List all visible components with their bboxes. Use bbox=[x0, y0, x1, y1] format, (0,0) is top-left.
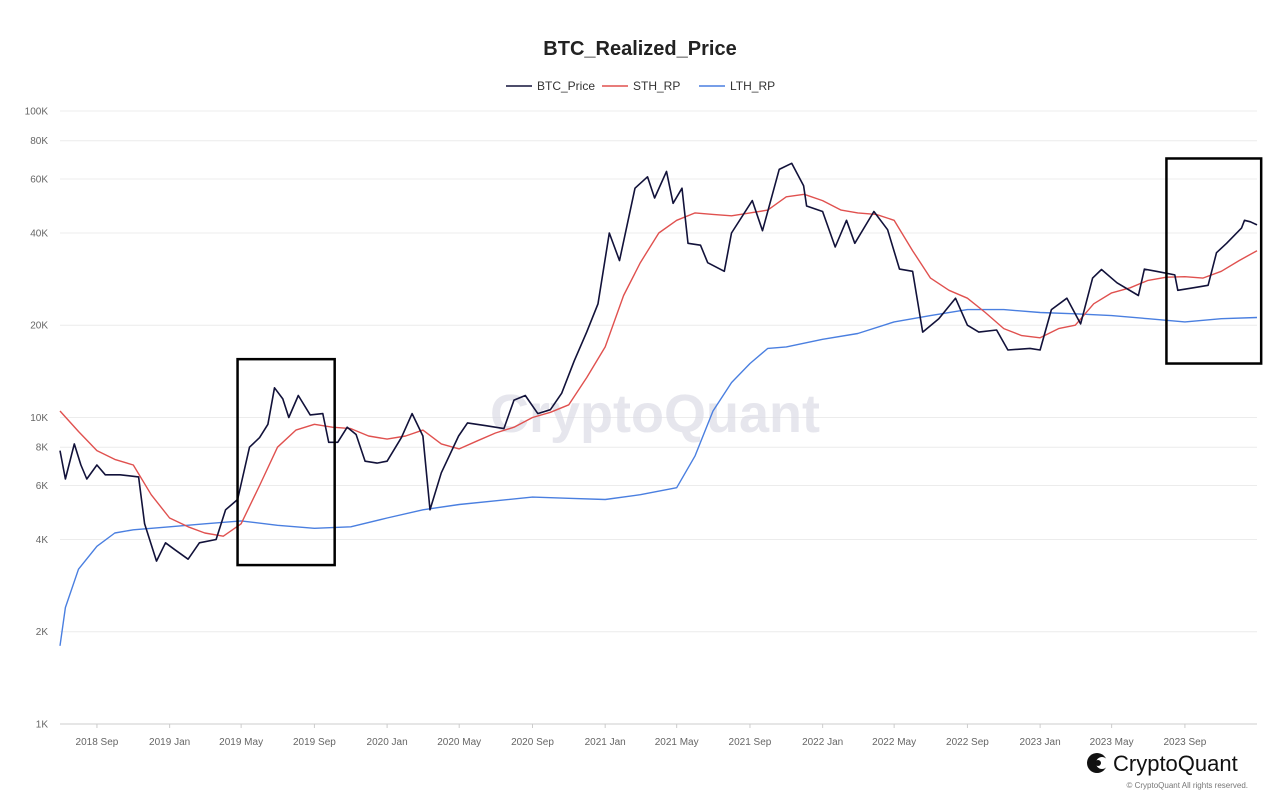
annotation-box-1 bbox=[236, 357, 336, 567]
brand-logo: CryptoQuant © CryptoQuant All rights res… bbox=[1087, 751, 1248, 790]
x-tick-label: 2019 Sep bbox=[293, 737, 336, 748]
annotation-box-2 bbox=[1165, 157, 1263, 365]
y-tick-label: 8K bbox=[36, 443, 49, 454]
y-tick-label: 20K bbox=[30, 321, 48, 332]
y-axis: 1K 2K 4K 6K 8K 10K 20K 40K 60K 80K 100K bbox=[25, 107, 49, 731]
y-tick-label: 1K bbox=[36, 720, 49, 731]
y-tick-label: 2K bbox=[36, 627, 49, 638]
brand-name: CryptoQuant bbox=[1113, 751, 1238, 776]
x-tick-label: 2022 Sep bbox=[946, 737, 989, 748]
x-axis: 2018 Sep 2019 Jan 2019 May 2019 Sep 2020 Jan… bbox=[76, 724, 1207, 748]
x-tick-label: 2021 Jan bbox=[585, 737, 626, 748]
y-tick-label: 6K bbox=[36, 481, 49, 492]
x-tick-label: 2023 Jan bbox=[1020, 737, 1061, 748]
x-tick-label: 2020 Sep bbox=[511, 737, 554, 748]
chart-title: BTC_Realized_Price bbox=[543, 38, 736, 60]
watermark: CryptoQuant bbox=[490, 384, 820, 444]
series-line-sth-rp bbox=[59, 193, 1258, 537]
x-tick-label: 2022 May bbox=[872, 737, 916, 748]
legend-label: BTC_Price bbox=[537, 79, 595, 93]
legend-item-lth-rp[interactable]: LTH_RP bbox=[699, 79, 775, 93]
x-tick-label: 2020 Jan bbox=[367, 737, 408, 748]
legend-label: LTH_RP bbox=[730, 79, 775, 93]
x-tick-label: 2019 May bbox=[219, 737, 263, 748]
x-tick-label: 2021 May bbox=[655, 737, 699, 748]
x-tick-label: 2020 May bbox=[437, 737, 481, 748]
y-tick-label: 4K bbox=[36, 535, 49, 546]
grid bbox=[60, 110, 1257, 725]
x-tick-label: 2023 May bbox=[1090, 737, 1134, 748]
copyright-text: © CryptoQuant All rights reserved. bbox=[1127, 781, 1249, 790]
y-tick-label: 80K bbox=[30, 136, 48, 147]
y-tick-label: 60K bbox=[30, 174, 48, 185]
legend-label: STH_RP bbox=[633, 79, 680, 93]
legend-item-btc-price[interactable]: BTC_Price bbox=[506, 79, 595, 93]
y-tick-label: 100K bbox=[25, 107, 49, 118]
legend[interactable]: BTC_Price STH_RP LTH_RP bbox=[506, 79, 775, 93]
annotation-boxes bbox=[236, 157, 1263, 567]
legend-item-sth-rp[interactable]: STH_RP bbox=[602, 79, 680, 93]
x-tick-label: 2022 Jan bbox=[802, 737, 843, 748]
series-line-btc-price bbox=[59, 162, 1258, 562]
y-tick-label: 40K bbox=[30, 228, 48, 239]
cryptoquant-logo-icon bbox=[1087, 753, 1108, 773]
series-line-lth-rp bbox=[59, 308, 1258, 646]
x-tick-label: 2021 Sep bbox=[729, 737, 772, 748]
y-tick-label: 10K bbox=[30, 413, 48, 424]
x-tick-label: 2018 Sep bbox=[76, 737, 119, 748]
series-lines bbox=[59, 162, 1258, 646]
x-tick-label: 2019 Jan bbox=[149, 737, 190, 748]
x-tick-label: 2023 Sep bbox=[1163, 737, 1206, 748]
